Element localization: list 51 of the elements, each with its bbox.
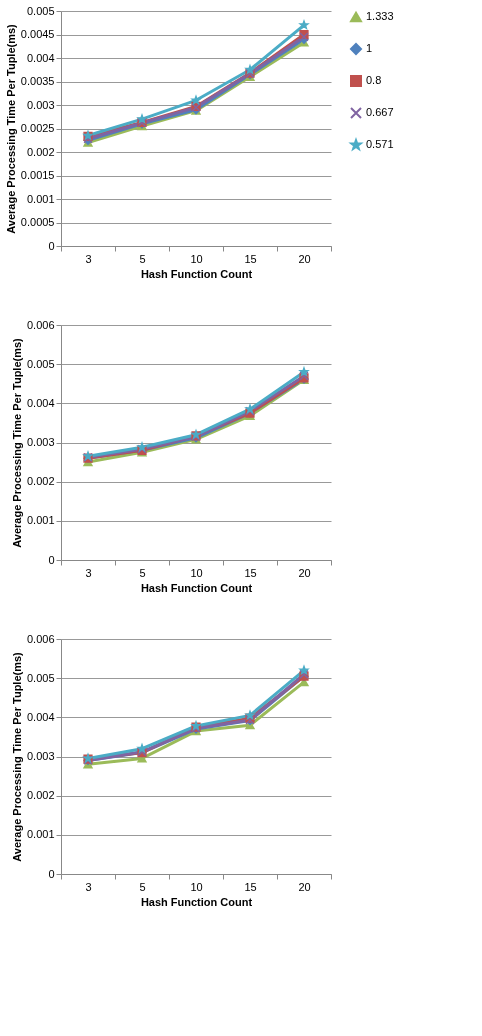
y-tick-label: 0.006 — [26, 318, 55, 331]
y-tick-label: 0.006 — [26, 632, 55, 645]
y-tick-label: 0.0045 — [20, 28, 55, 40]
y-tick-label: 0.003 — [26, 98, 55, 111]
y-tick-label: 0.0005 — [20, 216, 55, 228]
legend-label: 0.571 — [366, 138, 394, 150]
y-tick-label: 0 — [48, 553, 55, 566]
y-tick-label: 0.003 — [26, 750, 55, 762]
x-tick-label: 15 — [244, 880, 257, 893]
x-tick-label: 3 — [85, 566, 92, 579]
y-tick-label: 0.001 — [26, 192, 55, 205]
y-tick-label: 0.001 — [26, 828, 55, 841]
x-tick-label: 20 — [298, 252, 311, 265]
x-tick-label: 10 — [190, 880, 203, 893]
x-tick-label: 20 — [298, 566, 311, 579]
y-tick-label: 0.005 — [26, 4, 55, 17]
x-tick-label: 15 — [244, 566, 257, 579]
x-axis-title: Hash Function Count — [140, 581, 253, 594]
legend-label: 1 — [366, 42, 373, 54]
x-axis-title: Hash Function Count — [140, 895, 253, 908]
y-tick-label: 0.004 — [26, 710, 55, 723]
y-tick-label: 0.002 — [26, 475, 55, 488]
y-tick-label: 0.002 — [26, 145, 55, 158]
y-axis-title: Average Processing Time Per Tuple(ms) — [10, 651, 23, 862]
x-tick-label: 10 — [190, 566, 203, 579]
x-tick-label: 3 — [85, 880, 92, 893]
x-tick-label: 5 — [139, 566, 146, 579]
y-tick-label: 0.0025 — [20, 122, 55, 134]
x-tick-label: 20 — [298, 880, 311, 893]
legend-label: 0.667 — [366, 106, 394, 118]
legend-label: 1.333 — [366, 10, 394, 22]
x-tick-label: 5 — [139, 880, 146, 893]
legend-label: 0.8 — [366, 74, 382, 86]
y-tick-label: 0.0015 — [20, 169, 55, 181]
x-axis-title: Hash Function Count — [140, 267, 253, 280]
y-tick-label: 0 — [48, 239, 55, 252]
y-tick-label: 0 — [48, 867, 55, 880]
x-tick-label: 5 — [139, 252, 146, 265]
y-axis-title: Average Processing Time Per Tuple(ms) — [4, 23, 17, 234]
y-tick-label: 0.002 — [26, 789, 55, 802]
y-tick-label: 0.0035 — [20, 75, 55, 87]
y-tick-label: 0.004 — [26, 396, 55, 409]
y-tick-label: 0.005 — [26, 357, 55, 370]
y-tick-label: 0.003 — [26, 436, 55, 448]
y-tick-label: 0.001 — [26, 514, 55, 527]
y-axis-title: Average Processing Time Per Tuple(ms) — [10, 337, 23, 548]
x-tick-label: 15 — [244, 252, 257, 265]
x-tick-label: 10 — [190, 252, 203, 265]
y-tick-label: 0.004 — [26, 51, 55, 64]
x-tick-label: 3 — [85, 252, 92, 265]
y-tick-label: 0.005 — [26, 671, 55, 684]
